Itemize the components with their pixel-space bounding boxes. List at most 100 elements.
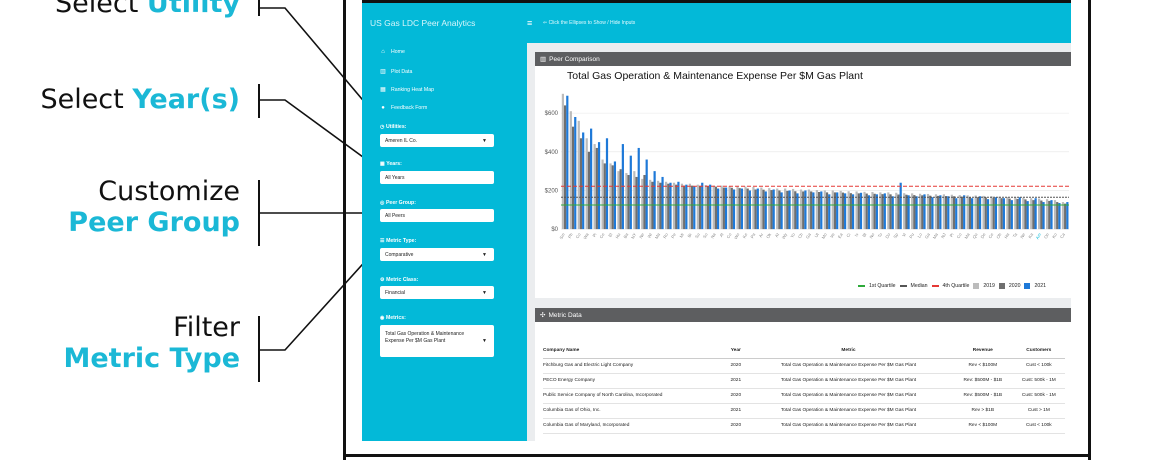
- bar-2021: [931, 197, 934, 230]
- table-row[interactable]: Columbia Gas of Ohio, Inc. 2021 Total Gas …: [543, 403, 1065, 419]
- x-tick-label: Ta: [1012, 232, 1019, 239]
- bar-2020: [770, 190, 773, 230]
- bar-2021: [955, 198, 958, 230]
- bar-2020: [643, 175, 646, 230]
- bar-2021: [693, 186, 696, 230]
- x-tick-label: Ar: [758, 232, 765, 239]
- x-tick-label: Ne: [638, 232, 645, 240]
- bar-2020: [714, 186, 718, 230]
- bar-2021: [859, 192, 863, 230]
- table-cell: PECO Energy Company: [543, 373, 728, 389]
- bar-2020: [595, 147, 598, 230]
- bracket-metric: [258, 316, 260, 382]
- legend-label[interactable]: 1st Quartile: [869, 283, 896, 289]
- bar-2019: [871, 192, 874, 230]
- bar-2021: [947, 196, 950, 230]
- metric-class-select[interactable]: Financial ▼: [380, 286, 494, 299]
- metrics-label: ◉ Metrics:: [380, 315, 406, 321]
- bar-2020: [690, 185, 694, 230]
- bar-2020: [913, 195, 916, 230]
- y-tick-label: $0: [551, 227, 558, 233]
- bar-2019: [633, 171, 636, 230]
- bar-2020: [619, 169, 622, 230]
- bar-2019: [609, 163, 612, 230]
- legend-label[interactable]: 2019: [983, 283, 995, 289]
- column-header-year[interactable]: Year: [727, 344, 745, 359]
- bar-2019: [831, 190, 834, 230]
- legend-label[interactable]: 2020: [1008, 283, 1021, 289]
- years-select[interactable]: All Years: [380, 171, 494, 184]
- x-tick-label: Yo: [789, 232, 796, 239]
- bar-2020: [706, 186, 710, 230]
- table-cell: Rev > $1B: [952, 403, 1013, 419]
- bar-2020: [1032, 200, 1035, 230]
- bar-2021: [764, 191, 767, 230]
- column-header-revenue[interactable]: Revenue: [952, 344, 1013, 359]
- table-cell: Cust < 100k: [1012, 358, 1065, 374]
- x-tick-label: Qu: [971, 232, 978, 240]
- bar-2019: [958, 195, 961, 230]
- bar-2019: [990, 196, 993, 230]
- sidebar-item-ranking-heat-map[interactable]: ▦ Ranking Heat Map: [380, 86, 434, 94]
- x-tick-label: Ha: [1003, 232, 1010, 240]
- table-row[interactable]: PECO Energy Company 2021 Total Gas Operati…: [543, 373, 1065, 389]
- column-header-customers[interactable]: Customers: [1012, 344, 1065, 359]
- table-cell: Columbia Gas of Maryland, Incorporated: [543, 418, 728, 434]
- utilities-select[interactable]: Ameren IL Co. ▼: [380, 134, 494, 147]
- column-header-company[interactable]: Company Name: [543, 344, 728, 359]
- legend-swatch: [998, 283, 1005, 289]
- bar-2020: [794, 191, 797, 230]
- bar-2021: [844, 193, 847, 230]
- legend-label[interactable]: Median: [910, 283, 928, 289]
- peer-comparison-panel: ▥ Peer Comparison Total Gas Operation & M…: [535, 52, 1071, 298]
- bar-2019: [855, 191, 858, 230]
- bar-2020: [746, 188, 749, 230]
- metrics-select[interactable]: Total Gas Operation & Maintenance Expens…: [380, 325, 494, 357]
- x-tick-label: Hu: [614, 232, 621, 240]
- bar-2020: [841, 192, 845, 230]
- table-row[interactable]: Public Service Company of North Carolina…: [543, 388, 1065, 404]
- bar-2020: [722, 187, 725, 230]
- table-cell: Public Service Company of North Carolina…: [543, 388, 728, 404]
- legend-label[interactable]: 4th Quartile: [942, 283, 970, 289]
- sidebar-item-feedback-form[interactable]: ● Feedback Form: [380, 105, 427, 111]
- x-tick-label: Sp: [892, 232, 899, 240]
- bar-2021: [899, 182, 902, 230]
- bar-2021: [605, 138, 609, 230]
- bar-2021: [574, 117, 577, 230]
- x-tick-label: Do: [884, 232, 891, 240]
- chevron-down-icon: ▼: [482, 138, 487, 144]
- legend-swatch: [931, 285, 939, 287]
- x-tick-label: Vi: [901, 232, 907, 238]
- peer-group-select[interactable]: All Peers: [380, 209, 494, 222]
- bar-2021: [724, 187, 728, 230]
- sidebar-item-home[interactable]: ⌂ Home: [380, 49, 405, 55]
- screen-frame-bottom: [343, 454, 1091, 457]
- metric-type-select[interactable]: Comparative ▼: [380, 248, 494, 261]
- x-tick-label: Ci: [845, 232, 851, 238]
- column-header-metric[interactable]: Metric: [744, 344, 953, 359]
- bar-2021: [820, 191, 823, 230]
- table-row[interactable]: Fitchburg Gas and Electric Light Company…: [543, 358, 1065, 374]
- bar-2021: [637, 147, 640, 230]
- bar-2021: [1034, 198, 1037, 230]
- table-cell: Rev: $500M - $1B: [952, 373, 1013, 389]
- bar-2019: [1053, 200, 1057, 230]
- table-row[interactable]: Columbia Gas of Maryland, Incorporated 20…: [543, 418, 1065, 434]
- bar-2020: [849, 193, 852, 230]
- bar-2020: [944, 196, 948, 230]
- bar-2021: [701, 182, 704, 230]
- legend-swatch: [973, 283, 980, 289]
- hamburger-icon[interactable]: ≡: [527, 18, 533, 28]
- bar-2020: [1056, 202, 1059, 230]
- app-window: US Gas LDC Peer Analytics ≡ ⇐ Click the …: [362, 0, 1071, 441]
- table-cell: Cust < 100k: [1012, 418, 1065, 434]
- sidebar-item-plot-data[interactable]: ▥ Plot Data: [380, 68, 412, 76]
- peer-comparison-header: ▥ Peer Comparison: [535, 52, 1071, 66]
- legend-label[interactable]: 2021: [1034, 283, 1047, 289]
- screen-frame: [343, 0, 1091, 460]
- bar-2021: [875, 194, 878, 230]
- bar-2020: [992, 197, 995, 230]
- x-tick-label: Ma: [932, 232, 940, 240]
- bar-2019: [998, 196, 1001, 230]
